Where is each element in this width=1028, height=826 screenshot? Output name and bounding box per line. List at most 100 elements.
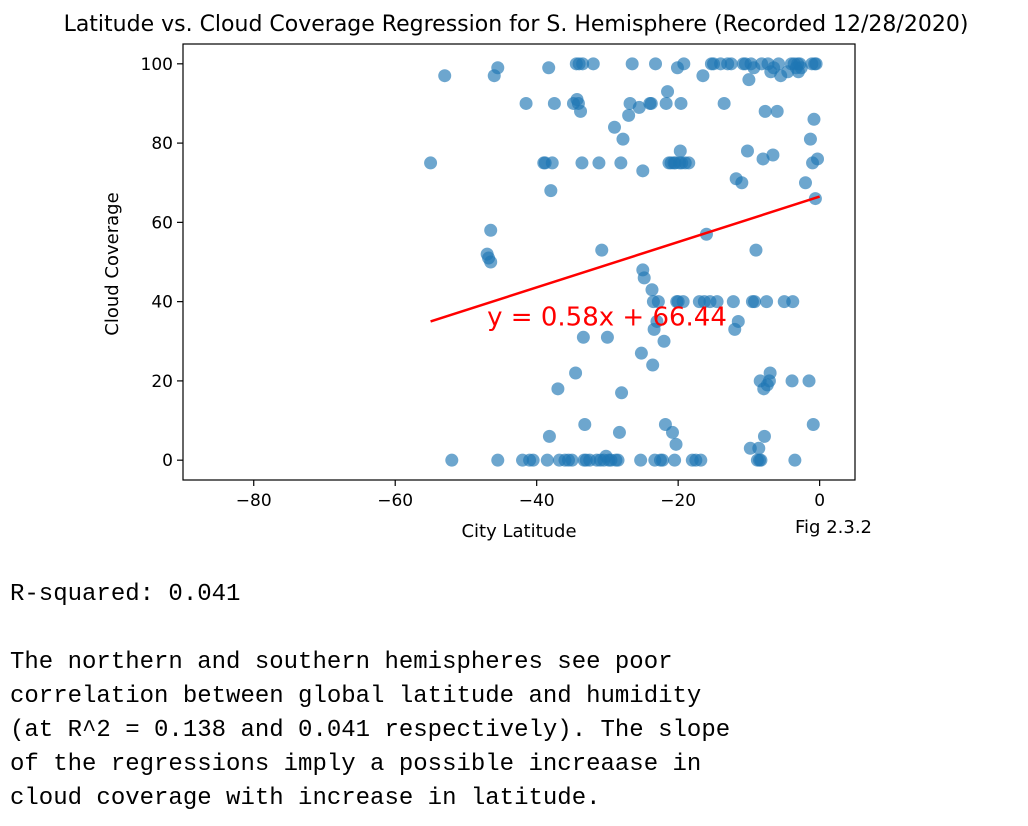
scatter-point bbox=[574, 104, 588, 118]
scatter-point bbox=[763, 366, 777, 380]
scatter-point bbox=[760, 295, 774, 309]
scatter-point bbox=[569, 366, 583, 380]
scatter-point bbox=[756, 152, 770, 166]
scatter-point bbox=[726, 295, 740, 309]
chart: Latitude vs. Cloud Coverage Regression f… bbox=[64, 12, 969, 542]
scatter-point bbox=[551, 382, 565, 396]
regression-equation: y = 0.58x + 66.44 bbox=[487, 302, 727, 332]
scatter-point bbox=[668, 453, 682, 467]
scatter-point bbox=[770, 104, 784, 118]
paragraph-line: cloud coverage with increase in latitude… bbox=[10, 785, 601, 812]
scatter-point bbox=[651, 295, 665, 309]
r-squared-output: R-squared: 0.041 bbox=[10, 581, 241, 608]
scatter-point bbox=[696, 69, 710, 83]
scatter-point bbox=[811, 152, 825, 166]
scatter-point bbox=[611, 453, 625, 467]
scatter-point bbox=[491, 453, 505, 467]
scatter-point bbox=[673, 144, 687, 158]
scatter-point bbox=[545, 156, 559, 170]
scatter-point bbox=[757, 429, 771, 443]
scatter-point bbox=[806, 418, 820, 432]
scatter-point bbox=[742, 73, 756, 87]
scatter-point bbox=[540, 453, 554, 467]
scatter-point bbox=[694, 453, 708, 467]
y-tick-label: 0 bbox=[162, 451, 173, 471]
scatter-point bbox=[595, 243, 609, 257]
paragraph-line: (at R^2 = 0.138 and 0.041 respectively).… bbox=[10, 717, 731, 744]
scatter-point bbox=[749, 243, 763, 257]
scatter-point bbox=[785, 374, 799, 388]
analysis-paragraph: The northern and southern hemispheres se… bbox=[10, 646, 730, 816]
scatter-point bbox=[637, 271, 651, 285]
x-tick-label: 0 bbox=[814, 491, 825, 511]
scatter-point bbox=[565, 453, 579, 467]
scatter-point bbox=[646, 358, 660, 372]
scatter-point bbox=[645, 283, 659, 297]
scatter-point bbox=[682, 156, 696, 170]
scatter-point bbox=[542, 429, 556, 443]
y-tick-label: 40 bbox=[151, 293, 173, 313]
x-axis-label: City Latitude bbox=[461, 521, 576, 542]
figure-label: Fig 2.3.2 bbox=[795, 517, 872, 538]
x-tick-label: −80 bbox=[236, 491, 272, 511]
scatter-point bbox=[578, 418, 592, 432]
scatter-point bbox=[625, 57, 639, 71]
scatter-point bbox=[615, 386, 629, 400]
scatter-point bbox=[614, 156, 628, 170]
regression-line bbox=[430, 195, 821, 323]
scatter-point bbox=[731, 314, 745, 328]
scatter-point bbox=[438, 69, 452, 83]
scatter-point bbox=[547, 96, 561, 110]
scatter-point bbox=[484, 255, 498, 269]
scatter-point bbox=[612, 425, 626, 439]
scatter-point bbox=[786, 295, 800, 309]
regression-layer bbox=[430, 195, 821, 323]
scatter-point bbox=[772, 57, 786, 71]
scatter-point bbox=[575, 156, 589, 170]
paragraph-line: The northern and southern hemispheres se… bbox=[10, 649, 673, 676]
scatter-point bbox=[717, 96, 731, 110]
scatter-point bbox=[586, 57, 600, 71]
scatter-point bbox=[740, 144, 754, 158]
scatter-point bbox=[600, 330, 614, 344]
scatter-point bbox=[650, 314, 664, 328]
scatter-point bbox=[674, 96, 688, 110]
scatter-point bbox=[649, 57, 663, 71]
scatter-point bbox=[665, 425, 679, 439]
scatter-point bbox=[424, 156, 438, 170]
paragraph-line: of the regressions imply a possible incr… bbox=[10, 751, 702, 778]
scatter-point bbox=[766, 148, 780, 162]
scatter-point bbox=[758, 104, 772, 118]
plot-frame bbox=[182, 43, 856, 481]
scatter-point bbox=[656, 453, 670, 467]
scatter-points bbox=[424, 57, 825, 467]
scatter-point bbox=[724, 57, 738, 71]
scatter-point bbox=[788, 453, 802, 467]
scatter-point bbox=[445, 453, 459, 467]
scatter-point bbox=[644, 96, 658, 110]
scatter-point bbox=[576, 330, 590, 344]
scatter-point bbox=[632, 100, 646, 114]
scatter-point bbox=[676, 295, 690, 309]
scatter-point bbox=[754, 453, 768, 467]
chart-title: Latitude vs. Cloud Coverage Regression f… bbox=[64, 12, 969, 37]
y-tick-label: 60 bbox=[151, 213, 173, 233]
scatter-point bbox=[634, 346, 648, 360]
scatter-point bbox=[607, 120, 621, 134]
scatter-point bbox=[677, 57, 691, 71]
scatter-point bbox=[622, 108, 636, 122]
paragraph-line: correlation between global latitude and … bbox=[10, 683, 702, 710]
scatter-point bbox=[798, 176, 812, 190]
scatter-point bbox=[484, 223, 498, 237]
scatter-point bbox=[542, 61, 556, 75]
scatter-point bbox=[809, 57, 823, 71]
scatter-point bbox=[803, 132, 817, 146]
x-tick-label: −40 bbox=[519, 491, 555, 511]
y-tick-label: 20 bbox=[151, 372, 173, 392]
scatter-point bbox=[636, 164, 650, 178]
scatter-point bbox=[752, 441, 766, 455]
scatter-point bbox=[710, 295, 724, 309]
y-axis-label: Cloud Coverage bbox=[102, 192, 123, 335]
scatter-point bbox=[657, 334, 671, 348]
scatter-point bbox=[592, 156, 606, 170]
